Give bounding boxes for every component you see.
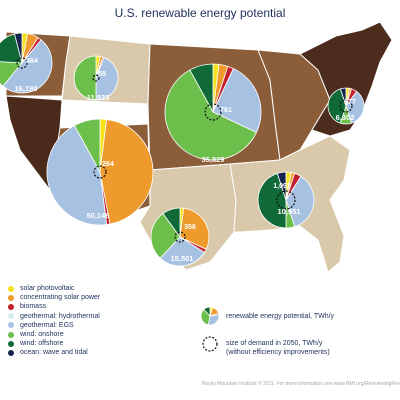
legend-swatch: [8, 313, 14, 320]
legend-swatch: [8, 285, 14, 292]
legend: solar photovoltaic concentrating solar po…: [8, 284, 188, 358]
legend-label: concentrating solar power: [20, 294, 101, 302]
pie-central-slice-wind-offshore: [189, 63, 214, 113]
legend-swatch: [8, 349, 14, 356]
legend-item: geothermal: hydrothermal: [8, 312, 188, 321]
pie-northwest-slice-ocean-wave-and-tidal: [14, 32, 23, 64]
pie-texas-demand-circle: [174, 231, 186, 243]
legend-item: wind: offshore: [8, 339, 188, 348]
pie-southwest-inner-label: 264: [102, 161, 114, 168]
legend-swatch: [8, 303, 14, 310]
pie-northwest-total-label: 16,190: [15, 84, 38, 93]
pie-southeast-demand-circle: [276, 190, 296, 210]
pie-northern-mountain-demand-circle: [92, 74, 100, 82]
key-demand-label-1: size of demand in 2050, TWh/y: [226, 340, 323, 347]
pie-northern-mountain-total-label: 11,935: [87, 93, 110, 102]
legend-item: wind: onshore: [8, 330, 188, 339]
pie-southeast-total-label: 10,951: [278, 207, 301, 216]
key-demand-label-2: (without efficiency improvements): [226, 349, 330, 356]
pie-northwest-demand-circle: [16, 57, 28, 69]
key-pie-label: renewable energy potential, TWh/y: [226, 313, 335, 320]
pie-central-inner-label: 761: [220, 107, 232, 114]
pie-texas-total-label: 15,501: [171, 254, 194, 263]
key-demand-circle: [202, 336, 218, 352]
legend-item: ocean: wave and tidal: [8, 348, 188, 357]
pie-northeast-inner-label: 977: [344, 99, 356, 106]
legend-label: biomass: [20, 303, 47, 311]
pie-northern-mountain-slice-geothermal-egs: [95, 57, 119, 101]
pie-northwest-slice-wind-offshore: [0, 33, 23, 64]
legend-swatch: [8, 340, 14, 347]
pie-central-slice-wind-onshore: [164, 69, 257, 161]
footer-credit: Rocky Mountain Institute © 2011. For mor…: [201, 381, 400, 387]
region-northeast: [299, 21, 393, 137]
pie-northeast-slice-wind-offshore: [327, 88, 347, 124]
pie-texas-slice-wind-offshore: [162, 207, 181, 239]
pie-southeast-inner-label: 1,092: [273, 183, 291, 190]
pie-northeast-demand-circle: [339, 99, 353, 113]
pie-texas-slice-wind-onshore: [150, 212, 181, 259]
pie-northeast-slice-geothermal-egs: [345, 90, 365, 124]
pie-texas-inner-label: 356: [184, 224, 196, 231]
pie-southeast-slice-ocean-wave-and-tidal: [276, 171, 287, 201]
key-pie-slice-wind-offshore: [203, 306, 211, 318]
pie-central-total-label: 35,829: [202, 155, 225, 164]
pie-texas-slice-concentrating-solar-power: [179, 207, 210, 250]
legend-swatch: [8, 322, 14, 329]
legend-swatch: [8, 331, 14, 338]
pie-northwest-slice-wind-onshore: [0, 61, 23, 87]
pie-central-slice-geothermal-egs: [212, 68, 262, 133]
legend-label: wind: onshore: [20, 331, 64, 339]
pie-southeast-slice-wind-offshore: [257, 172, 287, 229]
legend-label: solar photovoltaic: [20, 285, 75, 293]
legend-label: geothermal: EGS: [20, 321, 74, 329]
pie-texas-slice-geothermal-egs: [159, 236, 206, 267]
page-title: U.S. renewable energy potential: [114, 6, 286, 20]
pie-southeast-slice-geothermal-egs: [285, 175, 315, 228]
pie-central-demand-circle: [204, 103, 222, 121]
legend-label: wind: offshore: [20, 340, 64, 348]
pie-southwest-slice-wind-onshore: [73, 118, 101, 173]
pie-southwest-slice-geothermal-egs: [46, 125, 108, 226]
pie-northwest-inner-label: 464: [26, 58, 38, 65]
pie-northwest-slice-geothermal-egs: [2, 39, 53, 94]
pie-northeast-slice-ocean-wave-and-tidal: [339, 87, 347, 107]
legend-item: biomass: [8, 302, 188, 311]
pie-northeast-total-label: 6,302: [336, 113, 355, 122]
pie-northern-mountain-inner-label: 59: [98, 71, 106, 78]
key-layer: [200, 306, 220, 352]
pie-southwest-total-label: 50,146: [87, 211, 110, 220]
legend-label: ocean: wave and tidal: [20, 349, 88, 357]
legend-swatch: [8, 294, 14, 301]
pie-southwest-demand-circle: [93, 165, 107, 179]
legend-item: solar photovoltaic: [8, 284, 188, 293]
legend-item: concentrating solar power: [8, 293, 188, 302]
pie-northern-mountain-slice-wind-onshore: [73, 55, 97, 101]
pies-layer: 16,190 464 11,935 59 35,829 761 50,146 264 15,50…: [0, 32, 365, 267]
legend-item: geothermal: EGS: [8, 321, 188, 330]
pie-southwest-slice-concentrating-solar-power: [99, 118, 154, 225]
legend-label: geothermal: hydrothermal: [20, 312, 100, 320]
